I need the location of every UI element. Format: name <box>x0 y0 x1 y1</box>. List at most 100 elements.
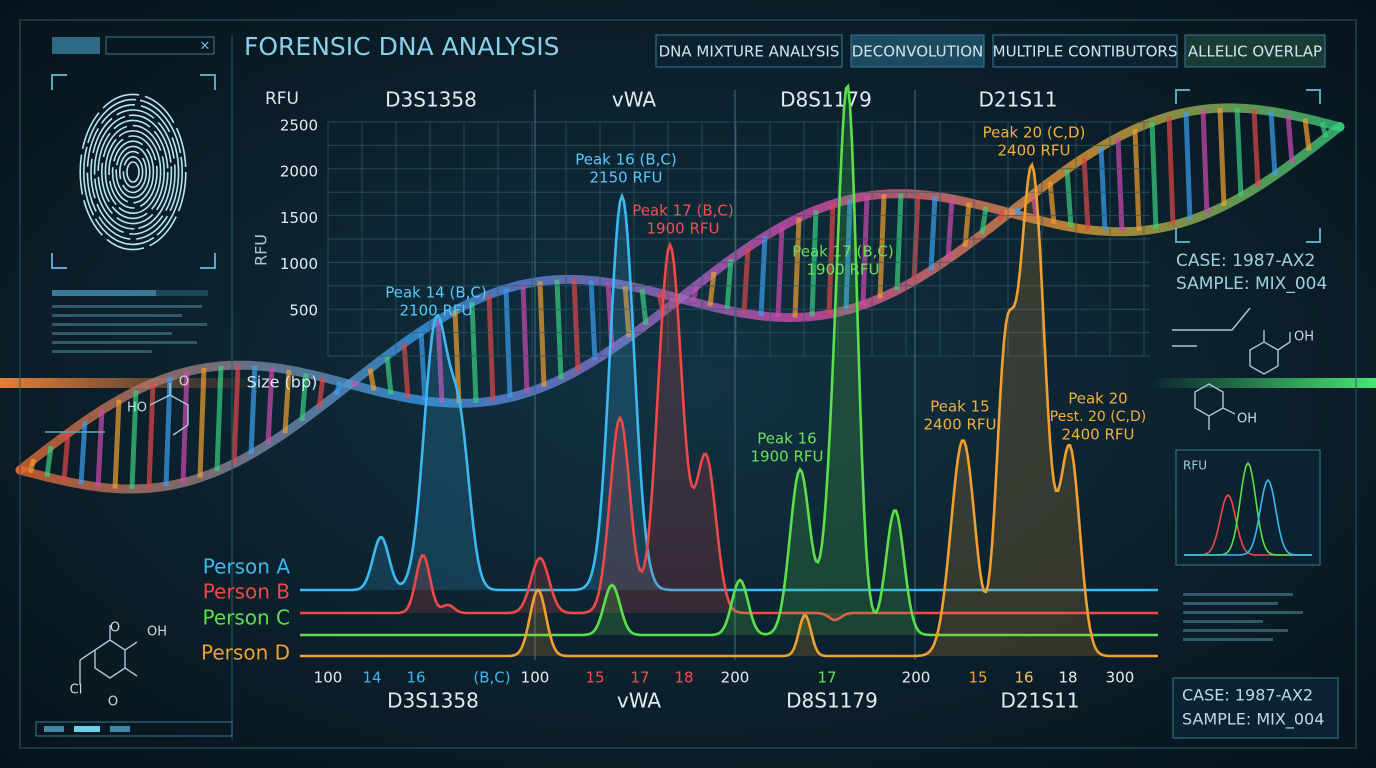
helix-rung <box>316 376 326 409</box>
helix-rung <box>333 380 343 396</box>
helix-rung <box>1251 109 1261 187</box>
helix-rung <box>707 271 717 307</box>
helix-rung <box>1047 181 1057 224</box>
tab[interactable] <box>850 34 985 68</box>
helix-rung <box>1234 107 1244 197</box>
helix-rung <box>928 196 938 271</box>
peak-annotation: 2400 RFU <box>924 416 997 434</box>
locus-label: D21S11 <box>979 88 1058 112</box>
peak-annotation: 2400 RFU <box>1062 426 1135 444</box>
x-tick-label: 100 <box>314 669 343 687</box>
atom-label: OH <box>147 625 167 640</box>
tab[interactable] <box>655 34 843 68</box>
peak-annotation: 2150 RFU <box>590 169 663 187</box>
x-tick-label: 16 <box>406 669 425 687</box>
y-tick-label: 500 <box>289 301 318 319</box>
x-tick-label: 17 <box>630 669 649 687</box>
x-tick-label: 200 <box>902 669 931 687</box>
ridge <box>83 98 184 246</box>
helix-rung <box>435 320 445 403</box>
locus-label: vWA <box>612 88 657 112</box>
input[interactable] <box>105 36 215 55</box>
x-tick-label: 100 <box>521 669 550 687</box>
helix-rung <box>129 390 139 490</box>
peak-annotation: 1900 RFU <box>751 448 824 466</box>
helix-rung <box>1302 117 1312 151</box>
x-tick-label: 200 <box>721 669 750 687</box>
peak-annotation: 2100 RFU <box>400 302 473 320</box>
atom-label: O <box>108 695 118 710</box>
locus-label: D3S1358 <box>387 689 479 713</box>
helix-rung <box>775 226 785 318</box>
tab-label[interactable]: ALLELIC OVERLAP <box>1188 43 1322 61</box>
y-tick-label: 1500 <box>280 209 318 227</box>
dna-helix <box>15 103 1345 494</box>
helix-rung <box>231 365 241 464</box>
helix-rung <box>520 284 530 393</box>
trace <box>300 241 1158 622</box>
atom-label: OH <box>1294 330 1314 345</box>
peak-annotation: Peak 17 (B,C) <box>792 243 893 261</box>
legend-label: Person C <box>202 606 290 630</box>
helix-rung <box>979 206 989 235</box>
y-axis-label: RFU <box>252 234 271 266</box>
ridge <box>111 140 155 204</box>
y-tick-label: 2500 <box>280 117 318 135</box>
helix-rung <box>112 399 122 489</box>
molecule <box>1172 307 1291 430</box>
ridge <box>122 156 144 189</box>
x-axis-label: Size (bp) <box>247 373 318 392</box>
page-title: FORENSIC DNA ANALYSIS <box>244 32 559 61</box>
panel-corner <box>1175 89 1321 243</box>
helix-rung <box>537 281 547 387</box>
tab[interactable] <box>1184 34 1326 68</box>
helix-rung <box>622 285 632 338</box>
helix-rung <box>690 284 700 303</box>
helix-rung <box>792 217 802 318</box>
helix-rung <box>724 259 734 311</box>
helix-rung <box>639 288 649 325</box>
helix-rung <box>265 367 275 445</box>
close-icon[interactable]: × <box>200 39 211 54</box>
helix-rung <box>44 445 54 478</box>
x-tick-label: 18 <box>1058 669 1077 687</box>
locus-label: D21S11 <box>1001 689 1080 713</box>
helix-rung <box>299 373 309 422</box>
x-tick-label: 14 <box>362 669 381 687</box>
tab-label[interactable]: MULTIPLE CONTIBUTORS <box>993 43 1178 61</box>
tab[interactable] <box>992 34 1178 68</box>
helix-rung <box>27 458 37 474</box>
legend-label: Person A <box>203 555 291 579</box>
helix-rung <box>588 280 598 361</box>
trace <box>300 161 1158 658</box>
ridge <box>108 135 158 209</box>
helix-rung <box>962 202 972 248</box>
tab-label[interactable]: DECONVOLUTION <box>852 43 984 61</box>
tab-bar: DNA MIXTURE ANALYSIS DECONVOLUTION MULTIPL… <box>655 34 1326 68</box>
ridge <box>115 145 151 199</box>
helix-rung <box>945 198 955 260</box>
helix-rung <box>61 433 71 482</box>
peak-annotation: Pest. 20 (C,D) <box>1050 409 1146 425</box>
helix-rung <box>1098 146 1108 232</box>
flare <box>0 378 260 388</box>
case-id: CASE: 1987-AX2 <box>1176 251 1315 271</box>
trace <box>300 192 1158 592</box>
helix-rung <box>894 193 904 291</box>
helix-rung <box>1268 111 1278 176</box>
input[interactable] <box>52 37 100 54</box>
helix-rung <box>248 365 258 455</box>
helix-rung <box>95 409 105 488</box>
peak-annotation: Peak 20 <box>1068 390 1127 408</box>
tab-label[interactable]: DNA MIXTURE ANALYSIS <box>659 43 840 61</box>
legend-label: Person B <box>203 580 290 604</box>
frame <box>19 19 1357 749</box>
helix-rung <box>843 199 853 311</box>
y-tick-label: 1000 <box>280 255 318 273</box>
mini-trace <box>1184 478 1312 556</box>
ridge <box>79 93 187 251</box>
ridge <box>93 114 173 230</box>
y-unit: RFU <box>265 89 299 109</box>
x-tick-label: 15 <box>585 669 604 687</box>
